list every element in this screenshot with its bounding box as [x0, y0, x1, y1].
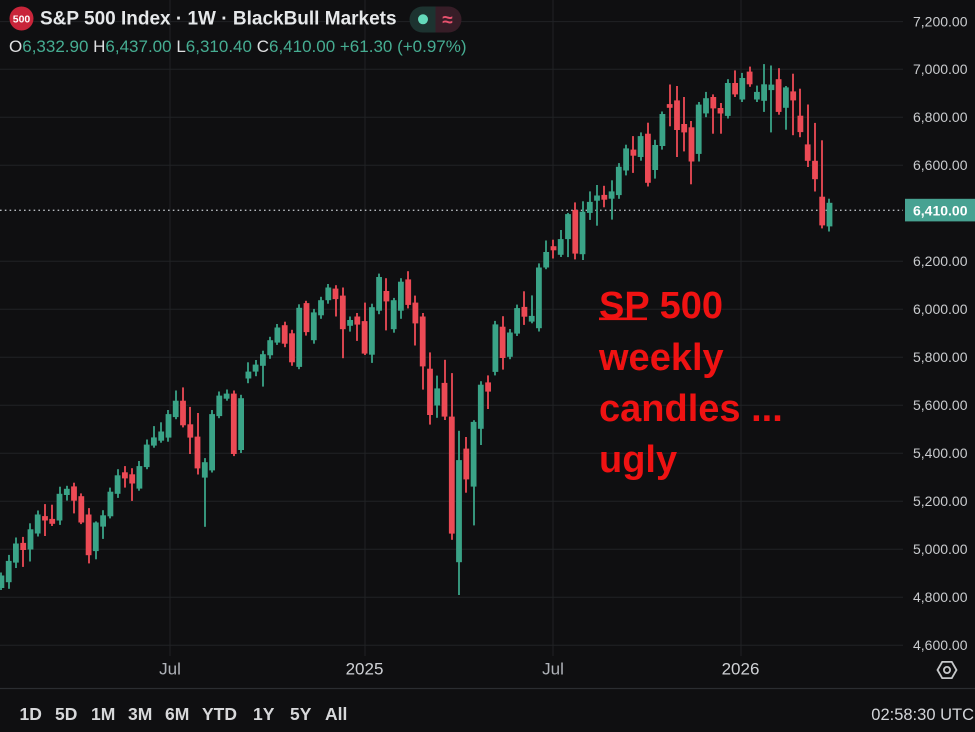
- svg-text:6,600.00: 6,600.00: [913, 157, 968, 173]
- svg-text:6,410.00: 6,410.00: [913, 203, 968, 219]
- svg-text:02:58:30 UTC: 02:58:30 UTC: [871, 706, 974, 724]
- svg-text:6,200.00: 6,200.00: [913, 253, 968, 269]
- svg-text:7,000.00: 7,000.00: [913, 61, 968, 77]
- svg-text:2026: 2026: [722, 660, 760, 679]
- svg-text:O6,332.90 H6,437.00 L6,310.40: O6,332.90 H6,437.00 L6,310.40 C6,410.00 …: [9, 37, 467, 56]
- svg-text:5,800.00: 5,800.00: [913, 349, 968, 365]
- svg-text:5Y: 5Y: [290, 704, 312, 724]
- svg-text:SP 500: SP 500: [599, 285, 723, 327]
- svg-text:S&P 500 Index · 1W · BlackBull: S&P 500 Index · 1W · BlackBull Markets: [40, 9, 397, 30]
- svg-text:5,600.00: 5,600.00: [913, 397, 968, 413]
- svg-text:500: 500: [13, 13, 31, 25]
- svg-text:5,400.00: 5,400.00: [913, 445, 968, 461]
- svg-text:1D: 1D: [20, 704, 42, 724]
- svg-text:weekly: weekly: [598, 337, 724, 379]
- svg-text:6M: 6M: [165, 704, 189, 724]
- svg-text:Jul: Jul: [542, 660, 564, 679]
- svg-text:YTD: YTD: [202, 704, 237, 724]
- svg-text:5,200.00: 5,200.00: [913, 493, 968, 509]
- svg-text:1M: 1M: [91, 704, 115, 724]
- svg-text:4,600.00: 4,600.00: [913, 637, 968, 653]
- svg-text:7,200.00: 7,200.00: [913, 13, 968, 29]
- svg-text:All: All: [325, 704, 347, 724]
- svg-text:2025: 2025: [346, 660, 384, 679]
- svg-text:3M: 3M: [128, 704, 152, 724]
- svg-text:Jul: Jul: [159, 660, 181, 679]
- svg-text:5D: 5D: [55, 704, 77, 724]
- svg-text:1Y: 1Y: [253, 704, 275, 724]
- svg-text:6,000.00: 6,000.00: [913, 301, 968, 317]
- svg-text:≈: ≈: [442, 10, 453, 31]
- svg-text:5,000.00: 5,000.00: [913, 541, 968, 557]
- svg-text:ugly: ugly: [599, 439, 677, 481]
- svg-text:4,800.00: 4,800.00: [913, 589, 968, 605]
- svg-text:6,800.00: 6,800.00: [913, 109, 968, 125]
- svg-text:candles ...: candles ...: [599, 388, 783, 430]
